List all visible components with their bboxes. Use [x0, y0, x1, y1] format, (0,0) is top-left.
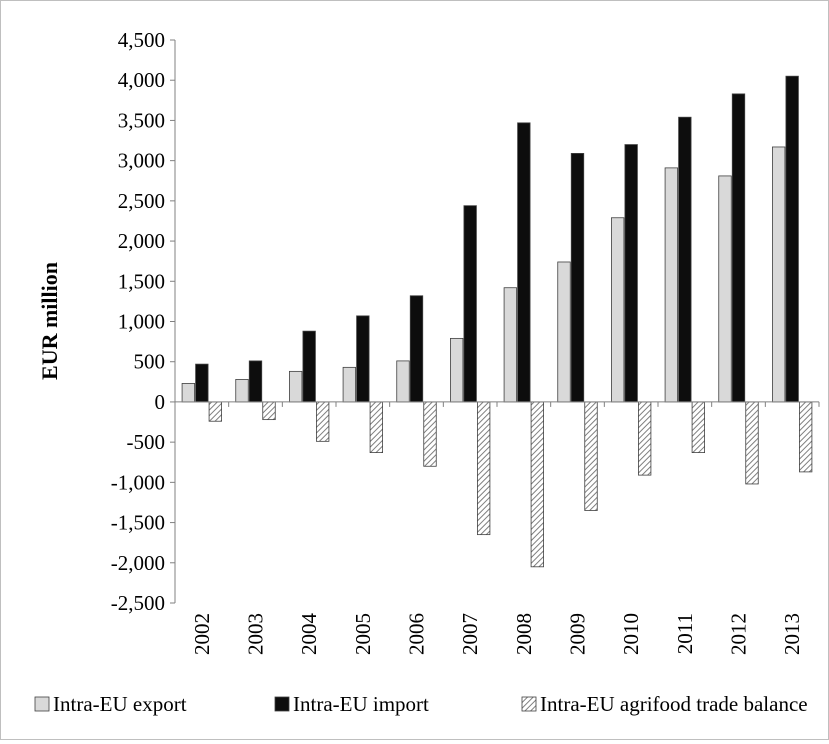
x-tick-label: 2013 — [780, 613, 804, 655]
y-tick-label: -2,000 — [111, 551, 165, 575]
legend-swatch — [521, 696, 537, 712]
x-tick-label: 2003 — [244, 613, 268, 655]
x-tick-label: 2005 — [351, 613, 375, 655]
y-tick-label: -500 — [127, 430, 166, 454]
x-tick-label: 2008 — [512, 613, 536, 655]
x-tick-label: 2004 — [297, 613, 321, 656]
bar-intra-eu-import — [678, 116, 692, 403]
x-tick-label: 2009 — [566, 613, 590, 655]
x-tick-label: 2011 — [673, 613, 697, 654]
y-tick-label: 2,000 — [118, 229, 165, 253]
bar-intra-eu-export — [611, 217, 625, 403]
x-tick-label: 2002 — [190, 613, 214, 655]
y-tick-label: 4,000 — [118, 68, 165, 92]
bar-intra-eu-agrifood-trade-balance — [208, 401, 222, 422]
bar-intra-eu-export — [718, 175, 732, 403]
x-tick-label: 2007 — [458, 613, 482, 655]
bar-intra-eu-import — [409, 295, 424, 403]
x-tick-label: 2012 — [727, 613, 751, 655]
y-tick-label: 3,000 — [118, 149, 165, 173]
y-tick-label: 4,500 — [118, 28, 165, 52]
y-tick-label: -2,500 — [111, 591, 165, 615]
bar-intra-eu-export — [772, 146, 786, 403]
bar-intra-eu-export — [289, 370, 303, 403]
legend-swatch — [34, 696, 50, 712]
bar-intra-eu-agrifood-trade-balance — [745, 401, 759, 485]
y-tick-label: 500 — [134, 350, 166, 374]
bar-intra-eu-agrifood-trade-balance — [477, 401, 491, 536]
bar-intra-eu-export — [450, 337, 464, 403]
bar-intra-eu-export — [664, 167, 678, 403]
y-axis-title: EUR million — [37, 262, 62, 380]
plot-area: 4,500 4,000 3,500 3,000 2,500 2,000 1,500 1,000… — [111, 28, 820, 656]
legend-label: Intra-EU agrifood trade balance — [540, 692, 808, 716]
y-tick-label: 1,000 — [118, 310, 165, 334]
y-tick-label: 2,500 — [118, 189, 165, 213]
bar-intra-eu-export — [235, 379, 249, 403]
bar-intra-eu-agrifood-trade-balance — [262, 401, 276, 421]
bar-intra-eu-import — [195, 363, 209, 403]
bar-intra-eu-agrifood-trade-balance — [316, 401, 330, 442]
bar-intra-eu-import — [570, 153, 585, 403]
bar-intra-eu-export — [503, 287, 517, 403]
bar-intra-eu-import — [463, 205, 477, 403]
x-tick-label: 2006 — [405, 613, 429, 655]
bar-intra-eu-agrifood-trade-balance — [584, 401, 598, 511]
bar-intra-eu-export — [181, 383, 195, 403]
bar-intra-eu-agrifood-trade-balance — [691, 401, 705, 453]
legend-swatch — [274, 696, 290, 712]
bar-intra-eu-import — [302, 330, 316, 403]
bar-intra-eu-import — [248, 360, 263, 403]
y-tick-label: -1,500 — [111, 511, 165, 535]
bar-intra-eu-agrifood-trade-balance — [369, 401, 383, 453]
y-tick-label: 0 — [155, 390, 166, 414]
bar-intra-eu-export — [396, 360, 410, 403]
bar-intra-eu-import — [517, 122, 531, 403]
bar-intra-eu-export — [557, 261, 571, 403]
y-tick-label: -1,000 — [111, 470, 165, 494]
bar-intra-eu-import — [624, 144, 638, 403]
y-tick-label: 1,500 — [118, 269, 165, 293]
bar-intra-eu-import — [731, 93, 746, 403]
bar-intra-eu-agrifood-trade-balance — [638, 401, 652, 476]
x-tick-label: 2010 — [619, 613, 643, 655]
bar-intra-eu-agrifood-trade-balance — [530, 401, 544, 568]
legend-label: Intra-EU export — [53, 692, 187, 716]
bar-intra-eu-agrifood-trade-balance — [799, 401, 813, 473]
legend: Intra-EU export Intra-EU import Intra-EU a… — [34, 692, 808, 716]
bar-intra-eu-import — [785, 75, 799, 403]
bar-intra-eu-export — [342, 366, 356, 403]
bar-intra-eu-agrifood-trade-balance — [423, 401, 437, 467]
y-tick-label: 3,500 — [118, 108, 165, 132]
legend-label: Intra-EU import — [293, 692, 429, 716]
bar-intra-eu-import — [356, 315, 370, 403]
